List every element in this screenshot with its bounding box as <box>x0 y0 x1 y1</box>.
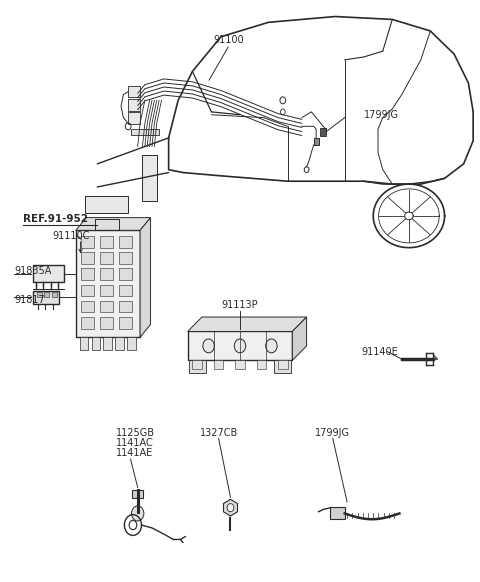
Circle shape <box>132 506 144 521</box>
Bar <box>52 292 57 297</box>
Bar <box>119 301 132 313</box>
Polygon shape <box>188 317 307 331</box>
Bar <box>119 252 132 264</box>
Text: 91110C: 91110C <box>52 231 89 241</box>
Bar <box>33 265 64 282</box>
Bar <box>76 230 140 337</box>
Text: 91835A: 91835A <box>14 266 51 276</box>
Bar <box>81 268 94 280</box>
Bar <box>45 292 49 297</box>
Bar <box>274 360 291 373</box>
Bar <box>119 268 132 280</box>
Bar <box>128 112 140 124</box>
Bar <box>100 285 113 296</box>
Bar <box>131 129 159 135</box>
Bar <box>321 128 326 136</box>
Bar <box>314 138 319 145</box>
Circle shape <box>203 339 214 353</box>
Circle shape <box>234 339 246 353</box>
Text: 91817: 91817 <box>14 294 45 304</box>
Bar <box>143 155 157 201</box>
Bar <box>115 337 124 350</box>
Text: 1799JG: 1799JG <box>315 428 350 438</box>
Bar <box>85 196 128 213</box>
Bar <box>189 360 206 373</box>
Circle shape <box>227 503 234 512</box>
Bar <box>119 317 132 329</box>
Bar <box>81 317 94 329</box>
Bar <box>192 360 202 369</box>
Bar <box>103 337 112 350</box>
Bar <box>235 360 245 369</box>
Text: 1327CB: 1327CB <box>200 428 238 438</box>
Bar <box>188 331 292 360</box>
Bar <box>119 285 132 296</box>
Bar <box>119 236 132 248</box>
Bar <box>278 360 288 369</box>
Bar <box>128 86 140 97</box>
Bar <box>81 285 94 296</box>
Bar <box>81 301 94 313</box>
Bar <box>80 337 88 350</box>
Bar <box>127 337 136 350</box>
Text: 91100: 91100 <box>214 35 244 45</box>
Text: 1141AE: 1141AE <box>116 448 154 459</box>
Bar <box>257 360 266 369</box>
Polygon shape <box>224 499 238 516</box>
Text: 1141AC: 1141AC <box>116 438 154 448</box>
Bar <box>128 99 140 111</box>
Text: 91140E: 91140E <box>361 347 398 357</box>
Text: 1125GB: 1125GB <box>116 428 156 438</box>
Bar <box>33 291 59 304</box>
Bar <box>100 301 113 313</box>
Bar <box>81 236 94 248</box>
Text: 91113P: 91113P <box>222 300 258 310</box>
Text: REF.91-952: REF.91-952 <box>24 214 88 223</box>
Bar <box>81 252 94 264</box>
Bar <box>330 507 345 519</box>
Text: 1799JG: 1799JG <box>364 110 399 120</box>
Bar <box>92 337 100 350</box>
Bar <box>214 360 223 369</box>
Bar <box>100 268 113 280</box>
Polygon shape <box>76 218 151 230</box>
Bar <box>100 236 113 248</box>
Bar <box>100 317 113 329</box>
Bar <box>37 292 42 297</box>
FancyBboxPatch shape <box>132 491 144 498</box>
Circle shape <box>266 339 277 353</box>
Bar <box>100 252 113 264</box>
Polygon shape <box>140 218 151 337</box>
Polygon shape <box>292 317 307 360</box>
